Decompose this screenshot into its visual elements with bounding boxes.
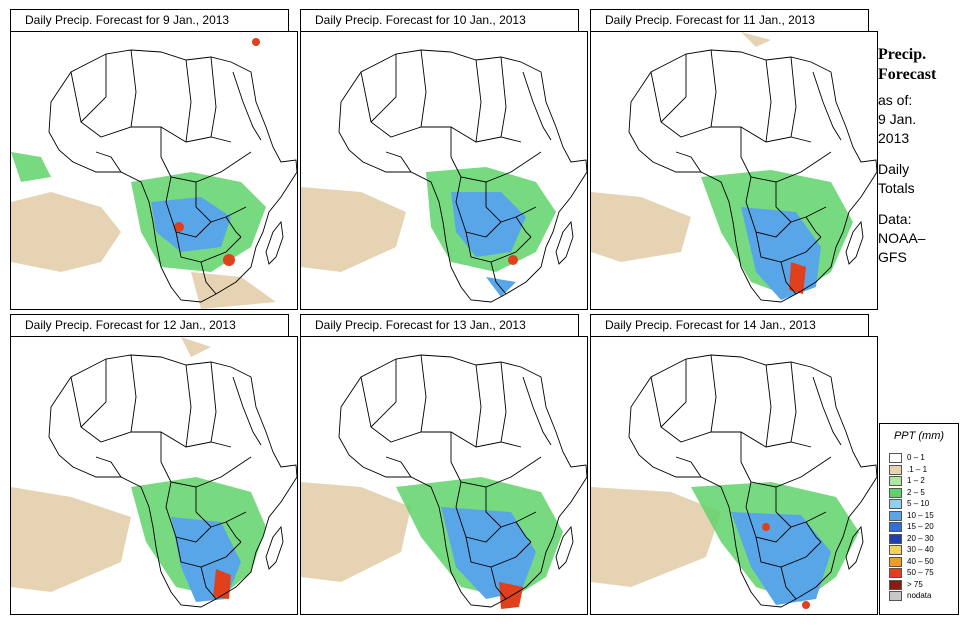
- asof-date: 9 Jan.: [878, 111, 917, 127]
- legend-row: 50 – 75: [889, 568, 951, 579]
- side-info: Precip. Forecast as of: 9 Jan. 2013 Dail…: [878, 45, 963, 267]
- legend-label: 15 – 20: [907, 522, 934, 531]
- moderate-rain-area: [151, 197, 231, 252]
- precip-map: [300, 31, 588, 310]
- legend-swatch: [889, 453, 902, 463]
- dry-area-tan: [301, 482, 411, 582]
- legend-label: 5 – 10: [907, 499, 930, 508]
- legend-swatch: [889, 568, 902, 578]
- moderate-rain-area: [441, 507, 536, 599]
- legend-row: 40 – 50: [889, 556, 951, 568]
- legend-swatch: [889, 556, 902, 567]
- legend-title: PPT (mm): [893, 430, 945, 442]
- legend-label: 40 – 50: [907, 556, 934, 566]
- heavy-rain-area: [762, 523, 810, 609]
- heavy-rain-area: [174, 38, 260, 266]
- precip-map: [10, 31, 298, 310]
- legend-swatch: [889, 533, 902, 544]
- totals-line2: Totals: [878, 180, 915, 196]
- data-source-model: GFS: [878, 249, 907, 265]
- precip-map: [10, 336, 298, 615]
- dry-area-tan: [11, 337, 211, 592]
- heavy-rain-area: [213, 569, 231, 599]
- dry-area-tan: [591, 487, 721, 587]
- side-title-line1: Precip.: [878, 46, 927, 63]
- legend-label: 0 – 1: [907, 453, 925, 462]
- legend-swatch: [889, 579, 902, 590]
- legend-row: 0 – 1: [889, 453, 951, 464]
- legend-row: 1 – 2: [889, 476, 951, 487]
- asof-year: 2013: [878, 130, 910, 146]
- moderate-rain-area: [731, 512, 831, 605]
- legend-swatch: [889, 499, 902, 509]
- panel-title: Daily Precip. Forecast for 10 Jan., 2013: [300, 9, 579, 32]
- heavy-rain-area: [508, 255, 518, 265]
- panel-title: Daily Precip. Forecast for 13 Jan., 2013: [300, 314, 579, 337]
- moderate-rain-area: [451, 192, 526, 297]
- legend-label: 20 – 30: [907, 533, 934, 543]
- legend-row: .1 – 1: [889, 464, 951, 476]
- panel-title: Daily Precip. Forecast for 12 Jan., 2013: [10, 314, 289, 337]
- legend-swatch: [889, 510, 902, 521]
- legend-label: > 75: [907, 579, 923, 589]
- legend-swatch: [889, 522, 902, 532]
- panel-title: Daily Precip. Forecast for 14 Jan., 2013: [590, 314, 869, 337]
- precip-map: [590, 31, 878, 310]
- precip-map: [300, 336, 588, 615]
- legend-label: 50 – 75: [907, 568, 934, 577]
- heavy-rain-area: [789, 262, 806, 294]
- legend-row: nodata: [889, 591, 951, 602]
- legend-label: .1 – 1: [907, 464, 928, 474]
- legend-swatch: [889, 545, 902, 555]
- legend-label: 2 – 5: [907, 487, 925, 497]
- legend-row: 30 – 40: [889, 545, 951, 556]
- legend-row: 2 – 5: [889, 487, 951, 499]
- precip-map: [590, 336, 878, 615]
- legend-swatch: [889, 591, 902, 601]
- panel-title: Daily Precip. Forecast for 11 Jan., 2013: [590, 9, 869, 32]
- legend-swatch: [889, 464, 902, 475]
- legend-swatch: [889, 487, 902, 498]
- legend-row: 15 – 20: [889, 522, 951, 533]
- precip-legend: PPT (mm) 0 – 1 .1 – 1 1 – 2 2 – 5 5 – 10 10 –…: [879, 423, 959, 615]
- legend-row: 10 – 15: [889, 510, 951, 522]
- legend-label: 10 – 15: [907, 510, 934, 520]
- legend-label: 1 – 2: [907, 476, 925, 485]
- dry-area-tan: [591, 32, 771, 262]
- dry-area-tan: [301, 187, 406, 272]
- data-source-name: NOAA–: [878, 230, 926, 246]
- panel-title: Daily Precip. Forecast for 9 Jan., 2013: [10, 9, 289, 32]
- legend-row: > 75: [889, 579, 951, 591]
- asof-label: as of:: [878, 92, 913, 108]
- legend-label: 30 – 40: [907, 545, 934, 554]
- legend-swatch: [889, 476, 902, 486]
- side-title-line2: Forecast: [878, 66, 937, 83]
- legend-row: 5 – 10: [889, 499, 951, 510]
- legend-row: 20 – 30: [889, 533, 951, 545]
- data-source-label: Data:: [878, 211, 912, 227]
- totals-line1: Daily: [878, 161, 910, 177]
- dry-area-tan: [11, 192, 276, 309]
- legend-label: nodata: [907, 591, 932, 600]
